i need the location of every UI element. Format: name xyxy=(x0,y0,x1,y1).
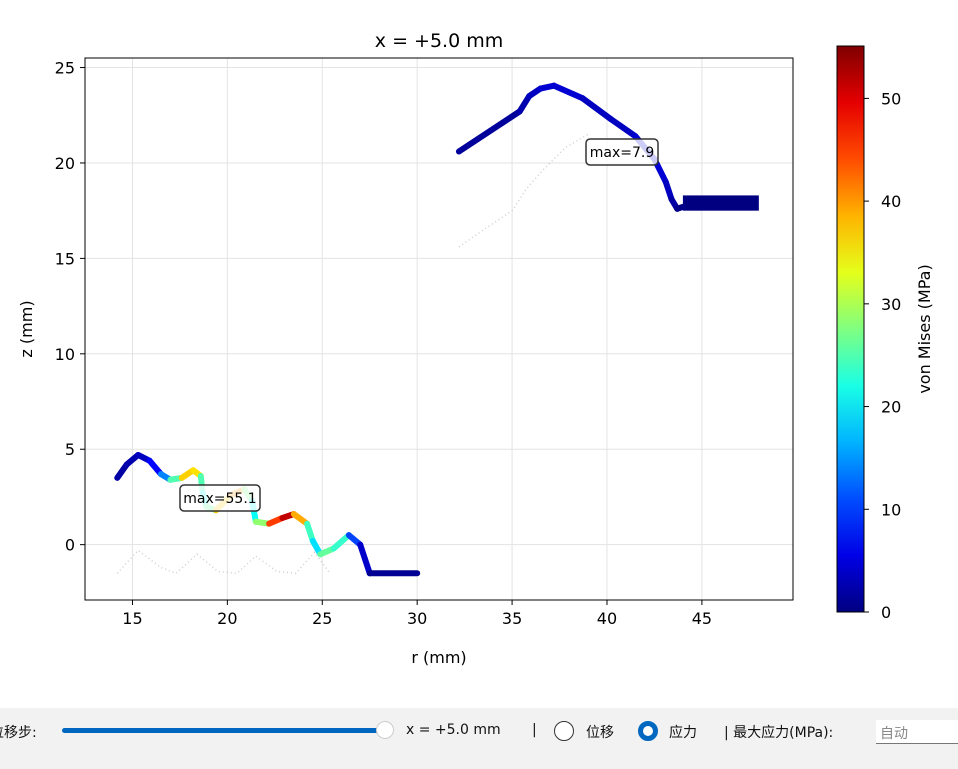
colorbar-ticks: 0 10 20 30 40 50 xyxy=(864,89,901,622)
y-tick-label: 15 xyxy=(55,249,75,268)
radio-stress-label[interactable]: 应力 xyxy=(669,725,697,741)
y-tick-label: 25 xyxy=(55,59,75,78)
curve-segment xyxy=(662,179,675,203)
mesh-region xyxy=(682,195,759,211)
colorbar-tick-label: 40 xyxy=(881,192,901,211)
max-stress-placeholder: 自动 xyxy=(880,726,908,742)
separator: | xyxy=(532,722,537,738)
max-stress-annotation: max=55.1 xyxy=(179,484,261,512)
annotation-text: max=55.1 xyxy=(183,491,256,507)
step-label: 位移步: xyxy=(0,725,37,741)
colorbar-tick-label: 20 xyxy=(881,398,901,417)
annotation-box xyxy=(585,138,659,166)
colorbar-tick-label: 30 xyxy=(881,295,901,314)
radio-displacement-label[interactable]: 位移 xyxy=(586,725,614,741)
x-tick-label: 45 xyxy=(692,609,712,628)
step-slider-handle[interactable] xyxy=(376,721,394,739)
curve-segment xyxy=(550,82,586,102)
curve-segment xyxy=(330,532,352,552)
curve-segment xyxy=(304,520,316,544)
max-stress-label: | 最大应力(MPa): xyxy=(724,725,834,741)
grid xyxy=(85,58,793,600)
x-tick-label: 15 xyxy=(122,609,142,628)
curve-segment xyxy=(607,116,639,140)
annotation-text: max=7.9 xyxy=(590,145,655,161)
curve-segment xyxy=(357,541,373,577)
radio-displacement[interactable] xyxy=(554,721,574,741)
colorbar-tick-label: 50 xyxy=(881,89,901,108)
x-axis-label: r (mm) xyxy=(411,648,466,667)
max-stress-input[interactable]: 自动 xyxy=(876,720,958,744)
undeformed-outline xyxy=(116,549,331,575)
colorbar-tick-label: 10 xyxy=(881,500,901,519)
chart-title: x = +5.0 mm xyxy=(375,30,503,52)
control-bar: 位移步: x = +5.0 mm | 位移 应力 | 最大应力(MPa): 自动 xyxy=(0,708,958,769)
y-tick-label: 5 xyxy=(65,440,75,459)
x-readout: x = +5.0 mm xyxy=(406,722,501,738)
x-tick-label: 25 xyxy=(312,609,332,628)
colorbar xyxy=(836,45,865,613)
axes-frame xyxy=(84,57,794,601)
curve-segment xyxy=(455,108,523,155)
curve-segment xyxy=(674,203,686,212)
y-tick-label: 20 xyxy=(55,154,75,173)
step-slider[interactable] xyxy=(62,728,385,733)
annotation-box xyxy=(179,484,261,512)
x-tick-label: 30 xyxy=(407,609,427,628)
undeformed-shadow xyxy=(116,133,589,575)
max-stress-annotation: max=7.9 xyxy=(585,138,659,166)
y-tick-label: 10 xyxy=(55,345,75,364)
x-tick-label: 35 xyxy=(502,609,522,628)
undeformed-outline xyxy=(458,133,589,248)
curve-segment xyxy=(579,95,614,123)
stress-plot: 15 20 25 30 35 40 45 0 5 10 15 20 25 x = +5.0 mm r (… xyxy=(17,30,934,667)
axis-ticks: 15 20 25 30 35 40 45 0 5 10 15 20 25 xyxy=(55,59,712,628)
radio-stress[interactable] xyxy=(638,721,658,741)
x-tick-label: 20 xyxy=(217,609,237,628)
x-tick-label: 40 xyxy=(597,609,617,628)
colorbar-tick-label: 0 xyxy=(881,603,891,622)
y-axis-label: z (mm) xyxy=(17,300,36,357)
y-tick-label: 0 xyxy=(65,536,75,555)
colorbar-label: von Mises (MPa) xyxy=(915,264,934,393)
